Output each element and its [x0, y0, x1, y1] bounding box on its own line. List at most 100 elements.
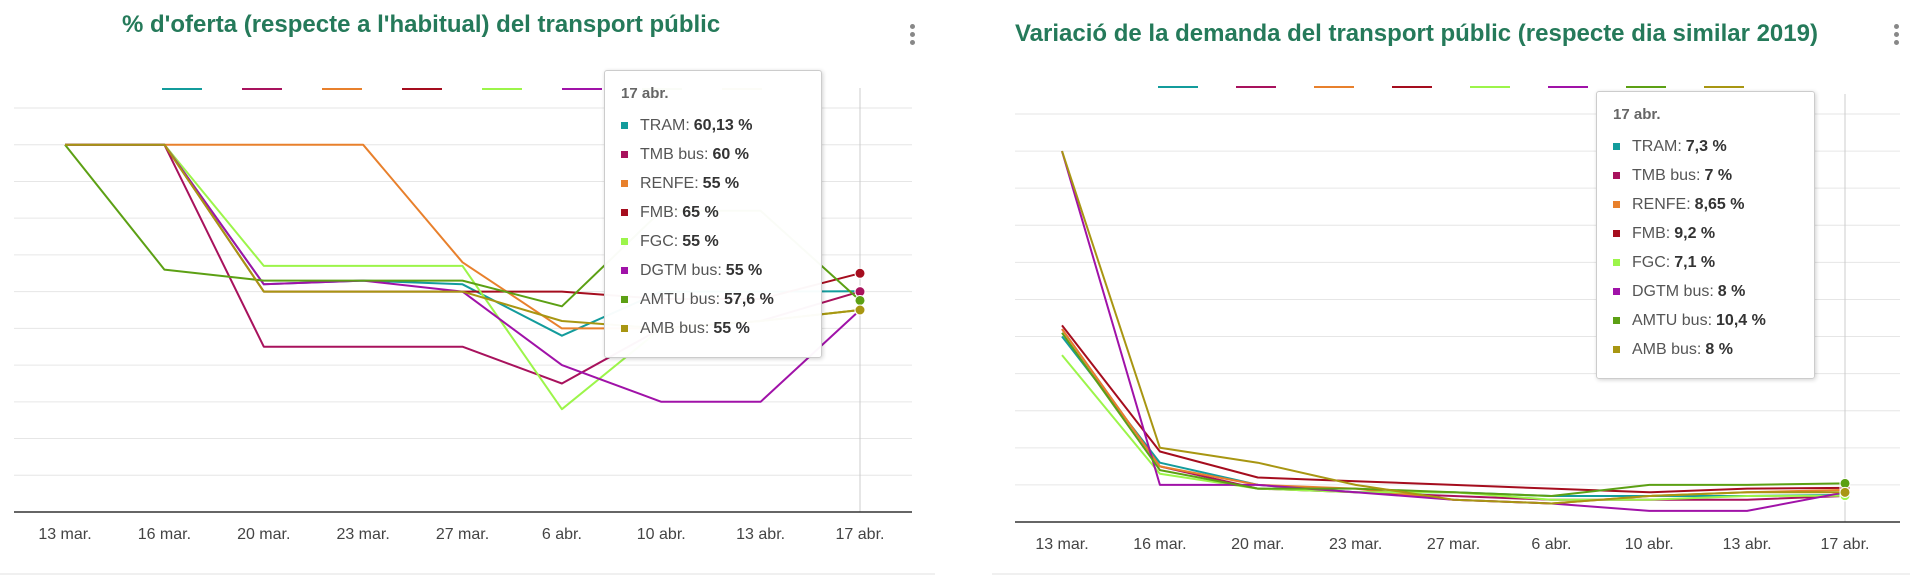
series-line[interactable]	[1061, 328, 1846, 501]
x-tick-label: 20 mar.	[1231, 536, 1284, 553]
tooltip-row: FMB: 65 %	[621, 198, 805, 227]
series-line[interactable]	[1061, 332, 1846, 497]
x-tick-label: 20 mar.	[237, 526, 290, 543]
x-tick-label: 16 mar.	[138, 526, 191, 543]
tooltip-row: TMB bus: 60 %	[621, 140, 805, 169]
tooltip-label: AMB bus:	[1632, 340, 1702, 358]
tooltip-label: TRAM:	[1632, 137, 1682, 155]
tooltip-label: FGC:	[1632, 253, 1671, 271]
series-swatch-icon	[621, 238, 628, 245]
x-tick-label: 27 mar.	[1427, 536, 1480, 553]
tooltip-value: 7,1 %	[1674, 253, 1716, 271]
demand-line-chart: 13 mar. 16 mar. 20 mar. 23 mar. 27 mar. 6 abr…	[1015, 86, 1900, 553]
chart-panel-demand: Variació de la demanda del transport púb…	[992, 0, 1910, 575]
data-point[interactable]	[854, 304, 866, 316]
tooltip-label: DGTM bus:	[1632, 282, 1714, 300]
tooltip-row: AMTU bus: 10,4 %	[1613, 306, 1798, 335]
x-tick-label: 10 abr.	[637, 526, 686, 543]
data-point[interactable]	[854, 267, 866, 279]
tooltip-label: RENFE:	[1632, 195, 1691, 213]
series-swatch-icon	[621, 209, 628, 216]
x-tick-label: 16 mar.	[1133, 536, 1186, 553]
tooltip-row: AMTU bus: 57,6 %	[621, 285, 805, 314]
tooltip-value: 10,4 %	[1716, 311, 1766, 329]
tooltip-label: DGTM bus:	[640, 261, 722, 279]
series-swatch-icon	[621, 267, 628, 274]
tooltip-value: 7,3 %	[1685, 137, 1727, 155]
series-swatch-icon	[1613, 230, 1620, 237]
tooltip-row: TRAM: 7,3 %	[1613, 132, 1798, 161]
series-swatch-icon	[1613, 288, 1620, 295]
data-point[interactable]	[1839, 486, 1851, 498]
tooltip-label: FMB:	[640, 203, 679, 221]
tooltip-label: AMTU bus:	[1632, 311, 1713, 329]
x-tick-label: 10 abr.	[1625, 536, 1674, 553]
series-line[interactable]	[1061, 324, 1846, 494]
tooltip-row: FGC: 7,1 %	[1613, 248, 1798, 277]
series-swatch-icon	[621, 122, 628, 129]
tooltip-label: AMB bus:	[640, 319, 710, 337]
chart-title: % d'oferta (respecte a l'habitual) del t…	[122, 11, 721, 38]
tooltip-value: 55 %	[713, 319, 750, 337]
tooltip-value: 55 %	[702, 174, 740, 192]
tooltip-value: 8 %	[1717, 282, 1746, 300]
tooltip-value: 65 %	[682, 203, 719, 221]
chart-menu-icon[interactable]	[910, 24, 916, 48]
tooltip-value: 9,2 %	[1674, 224, 1716, 242]
x-tick-label: 23 mar.	[336, 526, 389, 543]
x-tick-label: 23 mar.	[1329, 536, 1382, 553]
tooltip-value: 7 %	[1704, 166, 1733, 184]
tooltip-value: 55 %	[682, 232, 719, 250]
series-swatch-icon	[1613, 143, 1620, 150]
tooltip-label: TMB bus:	[640, 145, 709, 163]
tooltip-value: 8 %	[1705, 340, 1733, 358]
series-swatch-icon	[621, 151, 628, 158]
x-tick-label: 6 abr.	[1531, 536, 1571, 553]
data-point[interactable]	[854, 294, 866, 306]
tooltip-row: FGC: 55 %	[621, 227, 805, 256]
tooltip-label: FGC:	[640, 232, 679, 250]
series-swatch-icon	[621, 180, 628, 187]
chart-tooltip: 17 abr. TRAM: 60,13 % TMB bus: 60 % RENFE:…	[604, 70, 822, 358]
series-swatch-icon	[1613, 201, 1620, 208]
x-tick-label: 17 abr.	[1821, 536, 1870, 553]
tooltip-row: AMB bus: 55 %	[621, 314, 805, 343]
tooltip-date: 17 abr.	[1613, 106, 1661, 123]
chart-title: Variació de la demanda del transport púb…	[1015, 20, 1818, 47]
x-tick-label: 17 abr.	[836, 526, 885, 543]
tooltip-label: RENFE:	[640, 174, 699, 192]
tooltip-row: RENFE: 8,65 %	[1613, 190, 1798, 219]
series-line[interactable]	[1061, 150, 1845, 505]
tooltip-value: 60,13 %	[693, 116, 753, 134]
x-tick-label: 6 abr.	[542, 526, 582, 543]
series-swatch-icon	[1613, 172, 1620, 179]
chart-panel-supply: % d'oferta (respecte a l'habitual) del t…	[0, 0, 935, 575]
tooltip-row: RENFE: 55 %	[621, 169, 805, 198]
x-tick-label: 27 mar.	[436, 526, 489, 543]
series-swatch-icon	[621, 325, 628, 332]
tooltip-label: FMB:	[1632, 224, 1671, 242]
chart-menu-icon[interactable]	[1894, 24, 1900, 48]
tooltip-value: 60 %	[712, 145, 749, 163]
tooltip-row: FMB: 9,2 %	[1613, 219, 1798, 248]
tooltip-date: 17 abr.	[621, 85, 669, 102]
tooltip-value: 8,65 %	[1694, 195, 1745, 213]
series-swatch-icon	[1613, 259, 1620, 266]
tooltip-row: AMB bus: 8 %	[1613, 335, 1798, 364]
x-tick-label: 13 mar.	[38, 526, 91, 543]
tooltip-row: TRAM: 60,13 %	[621, 111, 805, 140]
chart-tooltip: 17 abr. TRAM: 7,3 % TMB bus: 7 % RENFE: 8,6…	[1596, 91, 1815, 379]
x-tick-label: 13 abr.	[736, 526, 785, 543]
tooltip-value: 57,6 %	[724, 290, 774, 308]
series-swatch-icon	[1613, 317, 1620, 324]
tooltip-label: TRAM:	[640, 116, 690, 134]
tooltip-label: TMB bus:	[1632, 166, 1701, 184]
tooltip-row: DGTM bus: 55 %	[621, 256, 805, 285]
tooltip-row: TMB bus: 7 %	[1613, 161, 1798, 190]
series-swatch-icon	[1613, 346, 1620, 353]
x-tick-label: 13 abr.	[1723, 536, 1772, 553]
tooltip-value: 55 %	[725, 261, 763, 279]
tooltip-row: DGTM bus: 8 %	[1613, 277, 1798, 306]
tooltip-label: AMTU bus:	[640, 290, 721, 308]
series-swatch-icon	[621, 296, 628, 303]
